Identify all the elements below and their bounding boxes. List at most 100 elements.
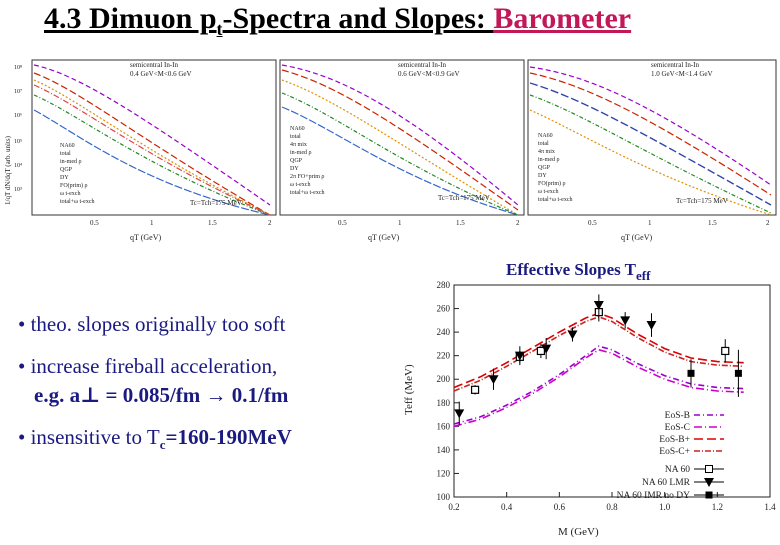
bullet-1: • theo. slopes originally too soft	[18, 310, 398, 338]
y-tick-label-1: 120	[437, 468, 451, 478]
y-tick-label-9: 280	[437, 280, 451, 290]
panel-2-header-line1: semicentral In-In	[398, 61, 447, 69]
panel-2-xtick-0: 0.5	[338, 219, 347, 227]
x-tick-label-1: 0.4	[501, 502, 513, 512]
panel-1-ytick-5: 10³	[14, 187, 22, 193]
title-accent: Barometer	[493, 2, 632, 35]
spectrum-panel-2: semicentral In-In 0.6 GeV<M<0.9 GeV Tc=T…	[278, 55, 528, 245]
panel-3-tc-label: Tc=Tch=175 MeV	[676, 197, 728, 205]
panel-1-xtick-3: 2	[268, 219, 272, 227]
series-line-1	[453, 348, 744, 428]
panel-2-legend-3: in-med ρ	[290, 150, 312, 156]
title-sub-t: t	[216, 19, 223, 39]
panel-1-ytick-3: 10⁵	[14, 139, 22, 145]
panel-2-legend-1: total	[290, 134, 301, 140]
chart-title-sub: eff	[636, 268, 651, 283]
title-rest: -Spectra and Slopes:	[222, 2, 494, 35]
panel-1-ytick-4: 10⁴	[14, 163, 22, 169]
legend-marker-points-1	[704, 478, 714, 487]
y-tick-label-2: 140	[437, 445, 451, 455]
effective-slopes-svg: Effective Slopes Teff M (GeV) Teff (MeV)…	[403, 260, 777, 538]
x-tick-label-6: 1.4	[764, 502, 776, 512]
panel-1-ytick-2: 10⁶	[14, 113, 22, 119]
chart-xlabel: M (GeV)	[558, 526, 599, 538]
panel-1-ylabel: 1/qT dN/dqT (arb. units)	[4, 135, 12, 205]
y-tick-label-3: 160	[437, 421, 451, 431]
legend-label-points-0: NA 60	[665, 465, 690, 475]
panel-1-xtick-2: 1.5	[208, 219, 217, 227]
legend-label-series-2: EoS-B+	[659, 435, 690, 445]
panel-2-legend-0: NA60	[290, 126, 305, 132]
point-triangle-6	[620, 316, 631, 326]
panel-1-ytick-0: 10⁸	[14, 65, 22, 71]
point-open-square-0	[470, 385, 480, 394]
legend-label-points-2: NA 60 IMR no DY	[617, 491, 691, 501]
x-tick-label-5: 1.2	[712, 502, 723, 512]
panel-1-legend-2: in-med ρ	[60, 159, 82, 165]
panel-3-xtick-3: 2	[766, 219, 770, 227]
panel-2-xtick-1: 1	[398, 219, 402, 227]
point-open-square-2	[536, 346, 545, 356]
point-triangle-2	[514, 351, 525, 361]
panel-3-header-line2: 1.0 GeV<M<1.4 GeV	[651, 70, 713, 78]
chart-title-main: Effective Slopes T	[506, 260, 637, 279]
panel-1-legend-1: total	[60, 151, 71, 157]
chart-plot-area: 0.2 0.4 0.6 0.8 1.0 1.2 1.4 100 120 140 160 180 200 2…	[437, 280, 777, 512]
panel-1-header-line2: 0.4 GeV<M<0.6 GeV	[130, 70, 192, 78]
panel-2-tc-label: Tc=Tch=175 MeV	[438, 194, 490, 202]
y-tick-label-0: 100	[437, 492, 451, 502]
panel-1-xlabel: qT (GeV)	[130, 233, 162, 242]
y-tick-label-8: 260	[437, 304, 451, 314]
panel-1-tc-label: Tc=Tch=175 MeV	[190, 199, 242, 207]
panel-3-xtick-2: 1.5	[708, 219, 717, 227]
point-open-square-4	[721, 346, 730, 356]
panel-1-legend-0: NA60	[60, 143, 75, 149]
panel-3-legend-0: NA60	[538, 133, 553, 139]
point-triangle-4	[567, 330, 578, 340]
point-triangle-0	[454, 409, 465, 419]
bullet-2: • increase fireball acceleration, e.g. a⊥…	[18, 352, 398, 409]
panel-2-legend-2: 4π mix	[290, 142, 307, 148]
panel-3-header-line1: semicentral In-In	[651, 61, 700, 69]
slide-title: 4.3 Dimuon pt-Spectra and Slopes: Barome…	[44, 2, 744, 46]
panel-3-xtick-1: 1	[648, 219, 652, 227]
panel-3-legend-7: ω t-exch	[538, 189, 558, 195]
spectrum-panel-1-svg: semicentral In-In 0.4 GeV<M<0.6 GeV Tc=T…	[4, 59, 277, 242]
panel-3-legend-1: total	[538, 141, 549, 147]
panel-2-xtick-2: 1.5	[456, 219, 465, 227]
panel-1-legend-6: ω t-exch	[60, 191, 80, 197]
y-tick-label-5: 200	[437, 374, 451, 384]
spectrum-panel-2-svg: semicentral In-In 0.6 GeV<M<0.9 GeV Tc=T…	[279, 59, 525, 242]
legend-marker-points-0	[705, 465, 713, 473]
bullet-3: • insensitive to Tc=160-190MeV	[18, 423, 398, 454]
panel-1-xtick-1: 1	[150, 219, 154, 227]
bullet-list: • theo. slopes originally too soft • inc…	[18, 310, 398, 468]
chart-title: Effective Slopes Teff	[506, 260, 651, 283]
x-tick-label-2: 0.6	[554, 502, 566, 512]
bullet-2-sub: e.g. a⊥ = 0.085/fm → 0.1/fm	[34, 382, 289, 407]
x-tick-label-3: 0.8	[606, 502, 618, 512]
spectrum-panel-3-svg: semicentral In-In 1.0 GeV<M<1.4 GeV Tc=T…	[527, 59, 777, 242]
x-tick-label-4: 1.0	[659, 502, 671, 512]
bullet-3-sub: c	[159, 437, 166, 453]
panel-1-xtick-0: 0.5	[90, 219, 99, 227]
point-triangle-5	[593, 301, 604, 311]
panel-1-legend-4: DY	[60, 175, 69, 181]
panel-3-legend-4: QGP	[538, 165, 551, 171]
point-triangle-1	[488, 375, 499, 385]
panel-2-xtick-3: 2	[516, 219, 520, 227]
legend-marker-points-2	[705, 491, 713, 499]
panel-2-xlabel: qT (GeV)	[368, 233, 400, 242]
legend-label-series-3: EoS-C+	[659, 447, 690, 457]
y-tick-label-7: 240	[437, 327, 451, 337]
legend-label-series-1: EoS-C	[665, 423, 690, 433]
panel-1-header-line1: semicentral In-In	[130, 61, 179, 69]
panel-2-legend-8: total+ω t-exch	[290, 190, 325, 196]
panel-3-legend-2: 4π mix	[538, 149, 555, 155]
legend-label-points-1: NA 60 LMR	[642, 478, 691, 488]
panel-3-xlabel: qT (GeV)	[621, 233, 653, 242]
panel-2-legend-6: 2π FO+prim ρ	[290, 174, 324, 180]
bullet-3-rest: =160-190MeV	[165, 425, 292, 450]
panel-2-legend-7: ω t-exch	[290, 182, 310, 188]
panel-3-legend-5: DY	[538, 173, 547, 179]
